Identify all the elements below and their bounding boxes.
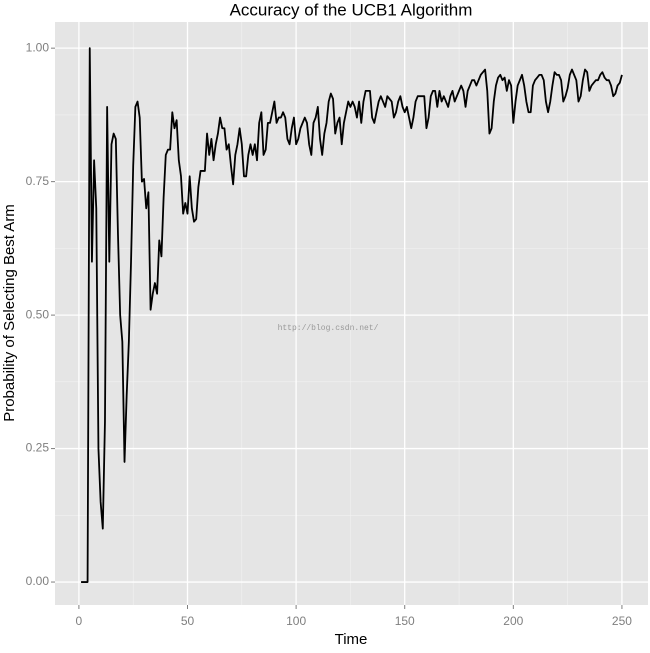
y-tick-label: 0.75 — [26, 174, 50, 188]
y-axis-title: Probability of Selecting Best Arm — [1, 204, 18, 422]
y-tick-label: 0.25 — [26, 441, 50, 455]
y-tick-label: 0.50 — [26, 307, 50, 321]
y-tick-label: 0.00 — [26, 574, 50, 588]
chart-title: Accuracy of the UCB1 Algorithm — [230, 0, 473, 19]
plot-panel — [55, 22, 648, 605]
x-tick-label: 250 — [612, 614, 632, 628]
x-tick-label: 0 — [76, 614, 83, 628]
x-tick-label: 50 — [181, 614, 195, 628]
y-tick-label: 1.00 — [26, 40, 50, 54]
x-tick-label: 200 — [503, 614, 523, 628]
x-axis-title: Time — [335, 631, 368, 648]
watermark: http://blog.csdn.net/ — [278, 324, 379, 333]
data-line — [81, 47, 623, 583]
x-tick-label: 150 — [395, 614, 415, 628]
x-tick-label: 100 — [286, 614, 306, 628]
